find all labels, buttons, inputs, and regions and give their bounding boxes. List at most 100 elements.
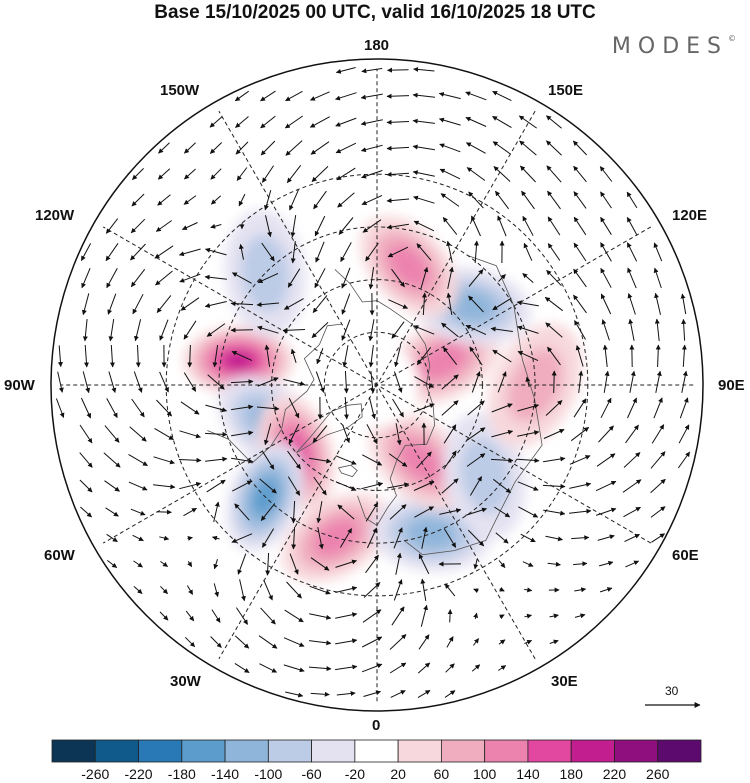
wind-arrow bbox=[316, 348, 324, 365]
wind-arrow bbox=[260, 115, 276, 129]
colorbar-tick-label: -140 bbox=[211, 766, 240, 782]
wind-arrow bbox=[159, 319, 169, 341]
wind-arrow bbox=[289, 553, 299, 575]
wind-arrow bbox=[387, 67, 409, 73]
wind-arrow bbox=[569, 455, 591, 465]
wind-arrow bbox=[314, 215, 326, 237]
wind-arrow bbox=[204, 431, 228, 437]
wind-arrow bbox=[395, 552, 402, 575]
wind-arrow bbox=[157, 168, 171, 180]
wind-arrow bbox=[498, 665, 507, 671]
wind-arrow bbox=[106, 533, 118, 543]
wind-arrow bbox=[79, 424, 93, 444]
wind-arrow bbox=[443, 424, 457, 444]
wind-arrow bbox=[387, 482, 410, 489]
wind-arrow bbox=[156, 399, 172, 417]
wind-arrow bbox=[569, 508, 592, 514]
wind-arrow bbox=[420, 578, 427, 601]
wind-arrow bbox=[442, 346, 458, 366]
lon-label-90w: 90W bbox=[4, 377, 35, 394]
wind-arrow bbox=[264, 189, 272, 211]
wind-arrow bbox=[103, 452, 121, 468]
wind-arrow bbox=[335, 92, 357, 101]
wind-arrow bbox=[413, 403, 435, 413]
wind-arrow bbox=[472, 638, 480, 646]
wind-arrow bbox=[213, 559, 219, 570]
wind-arrow bbox=[600, 242, 612, 262]
wind-arrow bbox=[389, 662, 407, 674]
wind-arrow bbox=[523, 242, 533, 261]
wind-arrow bbox=[365, 554, 379, 574]
anomaly-contour bbox=[223, 351, 254, 370]
wind-arrow bbox=[338, 217, 354, 235]
wind-arrow bbox=[651, 533, 666, 543]
wind-arrow bbox=[596, 453, 616, 467]
wind-arrow bbox=[490, 326, 513, 332]
wind-arrow bbox=[160, 560, 169, 568]
wind-arrow bbox=[386, 145, 410, 151]
wind-arrow bbox=[263, 579, 273, 601]
lon-label-30w: 30W bbox=[170, 673, 201, 690]
wind-arrow bbox=[187, 344, 193, 368]
wind-arrow bbox=[681, 318, 687, 341]
wind-arrow bbox=[156, 295, 172, 313]
wind-arrow bbox=[362, 219, 382, 233]
wind-arrow bbox=[130, 243, 146, 261]
wind-arrow bbox=[573, 191, 587, 209]
wind-arrow bbox=[521, 190, 535, 210]
colorbar-swatch bbox=[138, 739, 183, 763]
wind-arrow bbox=[444, 690, 456, 698]
wind-arrow bbox=[626, 242, 638, 262]
wind-arrow bbox=[132, 293, 144, 315]
wind-arrow bbox=[650, 478, 666, 494]
wind-arrow bbox=[360, 119, 383, 126]
lon-label-180: 180 bbox=[364, 37, 390, 54]
wind-arrow bbox=[465, 142, 486, 154]
reference-vector-label: 30 bbox=[665, 684, 679, 698]
colorbar-swatch bbox=[570, 739, 615, 763]
wind-arrow bbox=[309, 116, 330, 128]
wind-arrow bbox=[105, 507, 119, 517]
wind-arrow bbox=[368, 267, 375, 290]
wind-arrow bbox=[388, 453, 408, 467]
wind-arrow bbox=[547, 243, 561, 261]
wind-arrow bbox=[524, 613, 532, 619]
wind-arrow bbox=[315, 241, 325, 263]
wind-arrow bbox=[337, 192, 355, 208]
wind-arrow bbox=[679, 397, 689, 419]
wind-arrow bbox=[412, 170, 435, 177]
colorbar-swatch bbox=[354, 739, 399, 763]
colorbar-tick-label: 260 bbox=[646, 766, 670, 782]
anomaly-contour bbox=[445, 289, 497, 323]
wind-arrow bbox=[595, 480, 617, 492]
wind-arrow bbox=[308, 666, 332, 672]
wind-arrow bbox=[545, 400, 563, 416]
wind-arrow bbox=[209, 116, 223, 128]
wind-arrow bbox=[547, 346, 561, 366]
wind-arrow bbox=[546, 140, 562, 156]
wind-arrow bbox=[654, 292, 661, 315]
wind-arrow bbox=[159, 611, 169, 621]
wind-arrow bbox=[230, 301, 254, 307]
wind-arrow bbox=[234, 662, 250, 674]
wind-arrow bbox=[264, 344, 271, 367]
wind-arrow bbox=[595, 507, 617, 516]
wind-arrow bbox=[465, 324, 487, 336]
wind-arrow bbox=[497, 215, 507, 237]
wind-arrow bbox=[370, 371, 376, 394]
wind-arrow bbox=[446, 240, 453, 263]
wind-arrow bbox=[653, 397, 663, 419]
wind-arrow bbox=[184, 636, 196, 648]
wind-arrow bbox=[543, 429, 565, 439]
wind-arrow bbox=[210, 223, 222, 229]
wind-arrow bbox=[343, 396, 349, 420]
wind-arrow bbox=[128, 481, 148, 491]
wind-arrow bbox=[107, 293, 117, 315]
wind-arrow bbox=[311, 322, 329, 338]
wind-arrow bbox=[288, 397, 300, 419]
wind-arrow bbox=[234, 635, 250, 649]
wind-arrow bbox=[257, 377, 279, 387]
wind-arrow bbox=[524, 639, 533, 645]
wind-arrow bbox=[335, 117, 357, 127]
wind-arrow bbox=[256, 406, 280, 412]
